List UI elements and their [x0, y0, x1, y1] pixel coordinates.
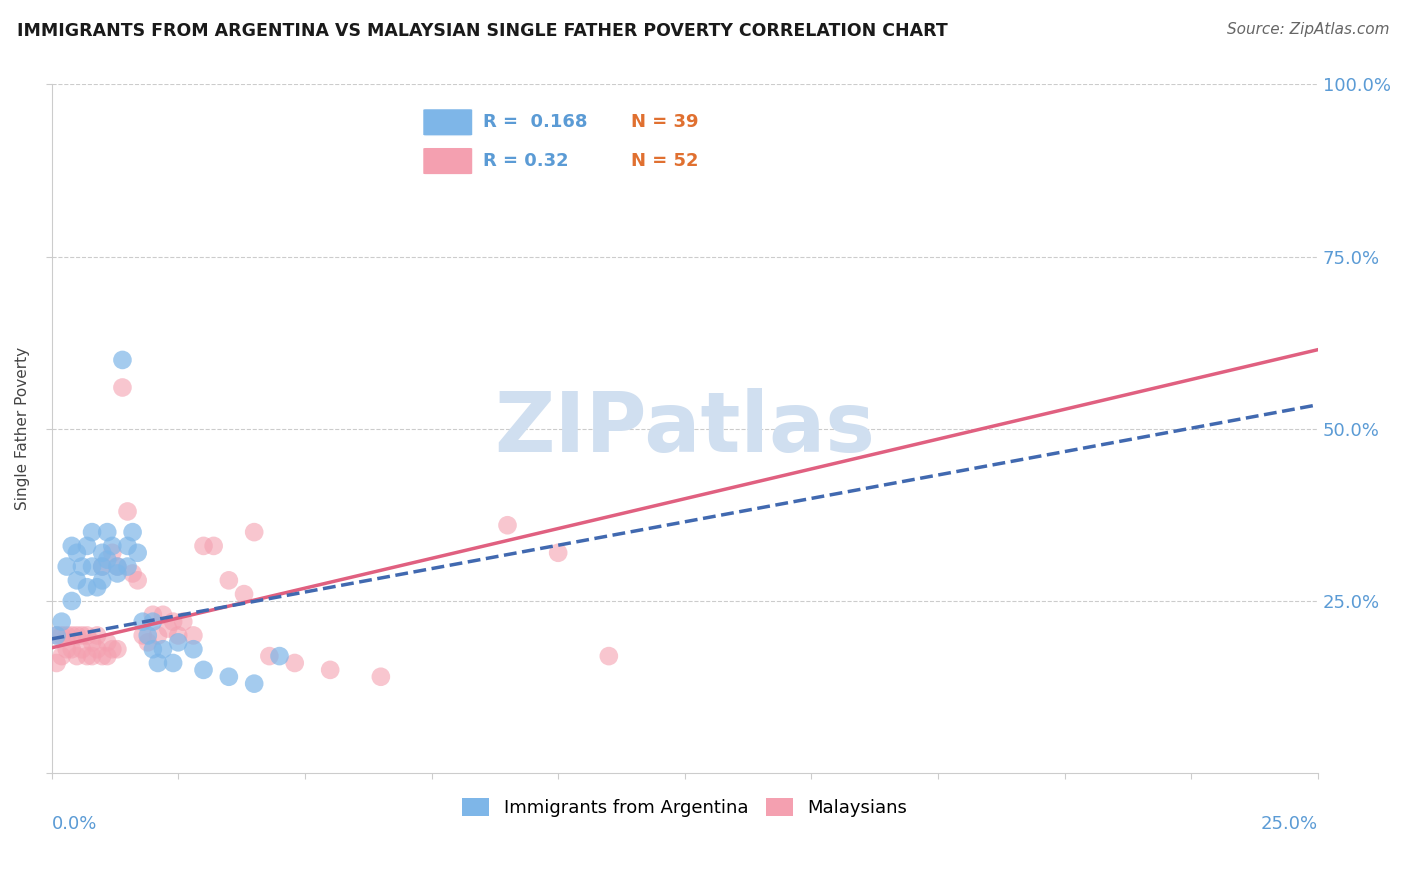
Point	[80, 635, 103, 649]
Point	[172, 615, 194, 629]
Point	[132, 628, 155, 642]
Point	[136, 628, 159, 642]
Point	[96, 552, 118, 566]
Point	[96, 635, 118, 649]
Point	[45, 628, 67, 642]
Point	[218, 670, 240, 684]
Point	[76, 628, 98, 642]
Point	[105, 559, 128, 574]
Point	[183, 642, 205, 657]
Point	[66, 574, 89, 588]
Point	[117, 539, 139, 553]
Text: 25.0%: 25.0%	[1261, 814, 1319, 832]
Point	[55, 559, 77, 574]
Point	[243, 525, 266, 540]
Point	[80, 559, 103, 574]
Point	[76, 649, 98, 664]
Point	[96, 649, 118, 664]
Point	[111, 380, 134, 394]
Point	[70, 559, 93, 574]
Point	[91, 546, 114, 560]
Point	[101, 642, 124, 657]
Point	[66, 628, 89, 642]
Point	[51, 628, 73, 642]
Point	[70, 642, 93, 657]
Point	[370, 670, 392, 684]
Point	[105, 559, 128, 574]
Point	[167, 635, 190, 649]
Point	[132, 615, 155, 629]
Point	[91, 574, 114, 588]
Point	[60, 628, 83, 642]
Point	[167, 628, 190, 642]
Point	[152, 642, 174, 657]
Point	[142, 642, 165, 657]
Point	[60, 594, 83, 608]
Point	[127, 546, 149, 560]
Point	[86, 580, 108, 594]
Text: ZIPatlas: ZIPatlas	[495, 388, 876, 469]
Point	[121, 566, 143, 581]
Point	[51, 615, 73, 629]
Point	[51, 649, 73, 664]
Point	[157, 622, 180, 636]
Point	[45, 656, 67, 670]
Legend: Immigrants from Argentina, Malaysians: Immigrants from Argentina, Malaysians	[453, 789, 917, 826]
Point	[91, 559, 114, 574]
Point	[101, 539, 124, 553]
Point	[152, 607, 174, 622]
Point	[80, 525, 103, 540]
Point	[91, 649, 114, 664]
Text: IMMIGRANTS FROM ARGENTINA VS MALAYSIAN SINGLE FATHER POVERTY CORRELATION CHART: IMMIGRANTS FROM ARGENTINA VS MALAYSIAN S…	[17, 22, 948, 40]
Point	[319, 663, 342, 677]
Point	[146, 656, 169, 670]
Point	[146, 628, 169, 642]
Point	[76, 580, 98, 594]
Point	[105, 642, 128, 657]
Point	[218, 574, 240, 588]
Point	[86, 628, 108, 642]
Point	[121, 525, 143, 540]
Point	[243, 676, 266, 690]
Point	[117, 559, 139, 574]
Point	[101, 546, 124, 560]
Point	[70, 628, 93, 642]
Y-axis label: Single Father Poverty: Single Father Poverty	[15, 347, 30, 510]
Point	[136, 635, 159, 649]
Point	[202, 539, 225, 553]
Point	[183, 628, 205, 642]
Point	[86, 642, 108, 657]
Point	[96, 525, 118, 540]
Point	[284, 656, 307, 670]
Point	[55, 642, 77, 657]
Point	[60, 539, 83, 553]
Point	[66, 649, 89, 664]
Text: Source: ZipAtlas.com: Source: ZipAtlas.com	[1226, 22, 1389, 37]
Point	[66, 546, 89, 560]
Point	[105, 566, 128, 581]
Point	[111, 353, 134, 368]
Point	[193, 539, 215, 553]
Text: 0.0%: 0.0%	[52, 814, 97, 832]
Point	[193, 663, 215, 677]
Point	[269, 649, 291, 664]
Point	[259, 649, 281, 664]
Point	[142, 615, 165, 629]
Point	[142, 607, 165, 622]
Point	[80, 649, 103, 664]
Point	[127, 574, 149, 588]
Point	[547, 546, 569, 560]
Point	[496, 518, 519, 533]
Point	[76, 539, 98, 553]
Point	[233, 587, 256, 601]
Point	[162, 615, 184, 629]
Point	[60, 642, 83, 657]
Point	[45, 628, 67, 642]
Point	[162, 656, 184, 670]
Point	[598, 649, 620, 664]
Point	[55, 628, 77, 642]
Point	[117, 504, 139, 518]
Point	[91, 559, 114, 574]
